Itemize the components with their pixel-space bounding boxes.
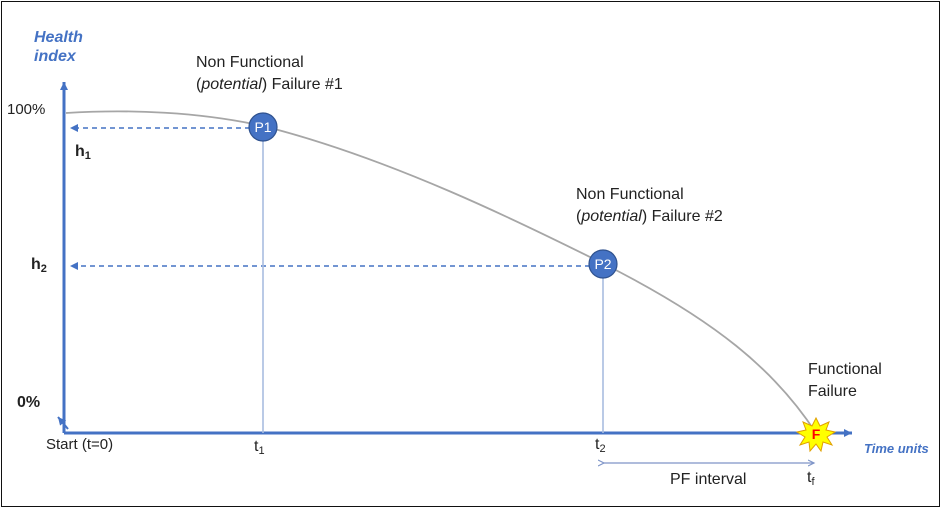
functional-failure-annotation: Functional Failure	[808, 359, 882, 403]
p2-label: P2	[594, 256, 611, 272]
zero-arrow	[57, 416, 69, 430]
h2-sub: 2	[40, 263, 47, 275]
failure-burst-icon	[795, 416, 837, 453]
failure1-rest: ) Failure #1	[261, 76, 343, 93]
h2-main: h	[31, 256, 41, 273]
y-max-label: 100%	[7, 101, 46, 118]
h2-label: h2	[31, 256, 47, 275]
t1-sub: 1	[258, 445, 265, 457]
h1-sub: 1	[84, 150, 91, 162]
failure2-rest: ) Failure #2	[641, 208, 723, 225]
p1-marker	[248, 112, 278, 142]
y-axis-title-line2: index	[34, 48, 76, 65]
origin-label: Start (t=0)	[46, 436, 114, 453]
failure2-paren: (	[576, 208, 582, 225]
y-axis-title-line1: Health	[34, 29, 83, 46]
failure2-line2: (potential) Failure #2	[576, 206, 723, 228]
tf-label: tf	[807, 469, 815, 488]
t1-label: t1	[254, 438, 265, 457]
tf-sub: f	[811, 476, 815, 488]
y-axis-title: Health index	[34, 28, 83, 66]
p2-marker	[588, 249, 618, 279]
failure2-italic: potential	[581, 208, 642, 225]
x-axis-title: Time units	[864, 441, 929, 456]
t2-sub: 2	[599, 443, 606, 455]
h1-main: h	[75, 143, 85, 160]
f-label: F	[812, 426, 821, 442]
pf-interval-label: PF interval	[670, 471, 747, 488]
failure2-line1: Non Functional	[576, 186, 684, 203]
t2-label: t2	[595, 436, 606, 455]
functional-line1: Functional	[808, 361, 882, 378]
failure1-paren: (	[196, 76, 202, 93]
p1-label: P1	[254, 119, 271, 135]
y-zero-label: 0%	[17, 394, 41, 411]
health-curve	[65, 110, 817, 434]
h1-label: h1	[75, 143, 91, 162]
failure1-annotation: Non Functional (potential) Failure #1	[196, 52, 343, 96]
failure2-annotation: Non Functional (potential) Failure #2	[576, 184, 723, 228]
functional-line2: Failure	[808, 383, 857, 400]
failure1-italic: potential	[201, 76, 262, 93]
failure1-line2: (potential) Failure #1	[196, 74, 343, 96]
failure1-line1: Non Functional	[196, 54, 304, 71]
t2-main: t	[595, 436, 600, 453]
t1-main: t	[254, 438, 259, 455]
tf-main: t	[807, 469, 812, 486]
